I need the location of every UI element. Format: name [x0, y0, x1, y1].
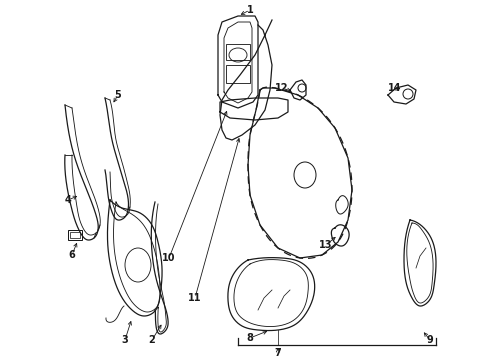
Text: 5: 5	[115, 90, 122, 100]
Bar	[68, 230, 82, 240]
Text: 4: 4	[65, 195, 72, 205]
Text: 2: 2	[148, 335, 155, 345]
Text: 11: 11	[188, 293, 202, 303]
Text: 14: 14	[388, 83, 402, 93]
Text: 1: 1	[246, 5, 253, 15]
Text: 6: 6	[69, 250, 75, 260]
Bar	[226, 44, 250, 60]
Text: 9: 9	[427, 335, 433, 345]
Text: 7: 7	[274, 348, 281, 358]
Bar	[70, 232, 80, 238]
Bar	[226, 65, 250, 83]
Text: 8: 8	[246, 333, 253, 343]
Text: 13: 13	[319, 240, 333, 250]
Text: 12: 12	[275, 83, 289, 93]
Text: 10: 10	[162, 253, 176, 263]
Text: 3: 3	[122, 335, 128, 345]
